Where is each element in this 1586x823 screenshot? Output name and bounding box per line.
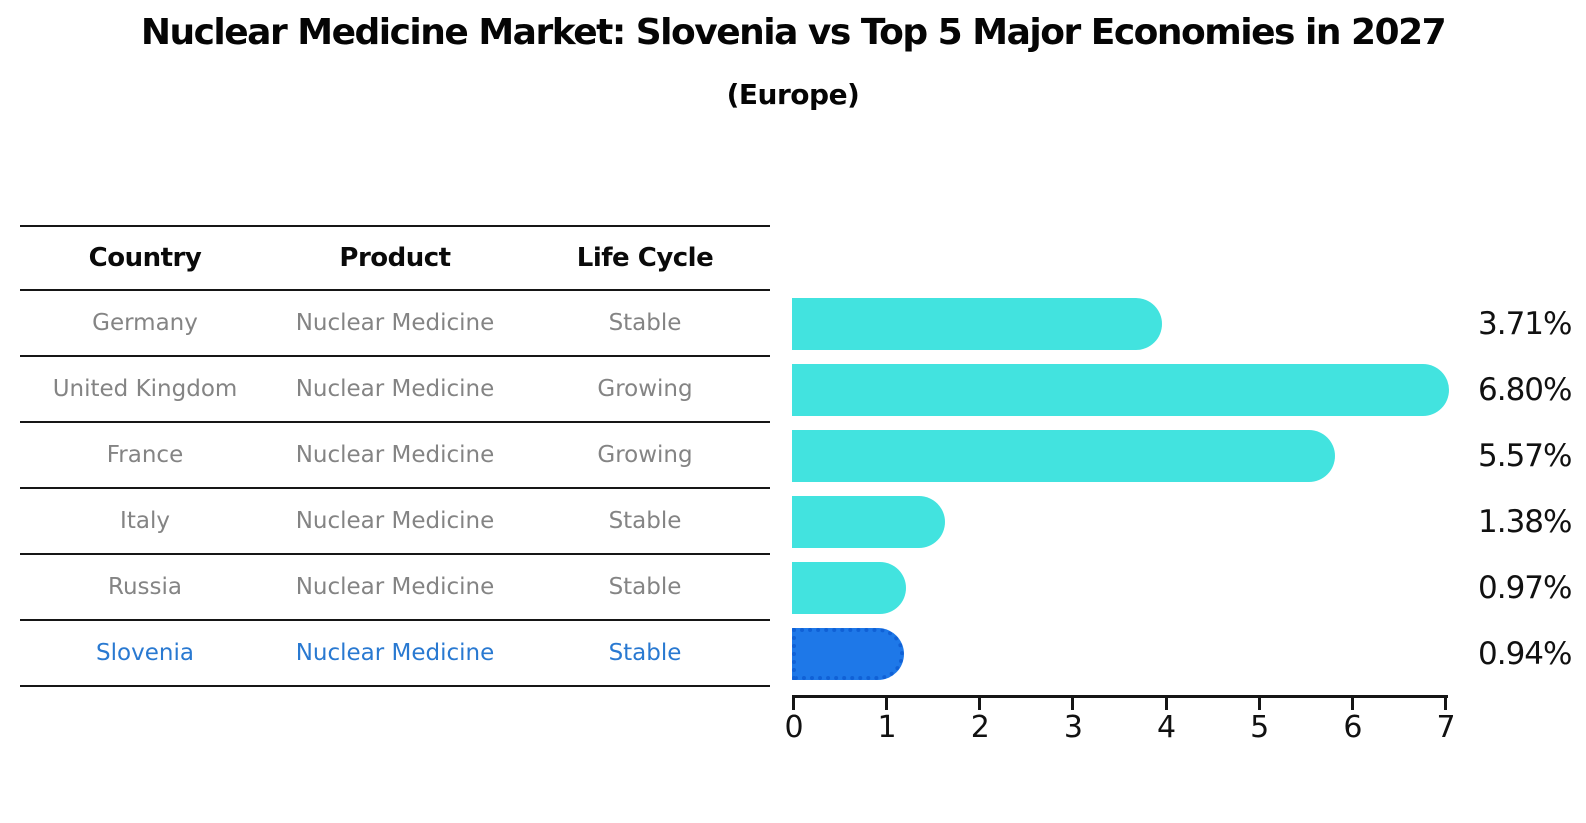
table-row-russia: Russia Nuclear Medicine Stable: [20, 555, 770, 621]
x-tick-label: 2: [970, 710, 990, 745]
x-tick-label: 1: [877, 710, 897, 745]
bar-row-slovenia: [792, 621, 1446, 687]
table-cell-product: Nuclear Medicine: [295, 310, 495, 336]
x-tick-label: 7: [1436, 710, 1455, 745]
table-cell-life-cycle: Growing: [597, 442, 693, 468]
table-cell-country: Germany: [92, 310, 198, 336]
table-row-italy: Italy Nuclear Medicine Stable: [20, 489, 770, 555]
bar-slovenia: [792, 628, 904, 680]
table-cell-product: Nuclear Medicine: [295, 640, 495, 666]
value-label-germany: 3.71%: [1478, 306, 1572, 342]
bar-germany: [792, 298, 1162, 350]
table-cell-life-cycle: Stable: [608, 508, 682, 534]
table-cell-product: Nuclear Medicine: [295, 442, 495, 468]
bar-row-italy: [792, 489, 1446, 555]
chart-subtitle: (Europe): [726, 78, 860, 111]
table-cell-country: Italy: [120, 508, 170, 534]
x-tick: [1444, 698, 1447, 710]
table-row-france: France Nuclear Medicine Growing: [20, 423, 770, 489]
value-label-russia: 0.97%: [1478, 570, 1572, 606]
table-body: Germany Nuclear Medicine Stable United King…: [20, 291, 770, 687]
table-row-slovenia: Slovenia Nuclear Medicine Stable: [20, 621, 770, 687]
bar-italy: [792, 496, 945, 548]
table-cell-country: France: [106, 442, 184, 468]
table-cell-country: Slovenia: [96, 640, 194, 666]
bar-row-russia: [792, 555, 1446, 621]
value-label-france: 5.57%: [1478, 438, 1572, 474]
value-label-slovenia: 0.94%: [1478, 636, 1572, 672]
x-tick-label: 4: [1157, 710, 1176, 745]
table-cell-country: Russia: [108, 574, 182, 600]
table-cell-product: Nuclear Medicine: [295, 574, 495, 600]
x-tick: [792, 698, 795, 710]
table-row-germany: Germany Nuclear Medicine Stable: [20, 291, 770, 357]
table-cell-life-cycle: Stable: [608, 640, 682, 666]
x-tick-label: 5: [1250, 710, 1269, 745]
bar-france: [792, 430, 1335, 482]
x-tick: [1071, 698, 1075, 710]
bar-row-germany: [792, 291, 1446, 357]
table-cell-product: Nuclear Medicine: [295, 508, 495, 534]
bar-united-kingdom: [792, 364, 1450, 416]
table-cell-life-cycle: Growing: [597, 376, 693, 402]
value-label-united-kingdom: 6.80%: [1478, 372, 1572, 408]
x-tick-label: 3: [1063, 710, 1083, 745]
bar-row-france: [792, 423, 1446, 489]
x-tick-label: 0: [784, 710, 803, 745]
country-table: Country Product Life Cycle Germany Nuclea…: [20, 225, 770, 687]
table-cell-life-cycle: Stable: [608, 310, 682, 336]
table-header-row: Country Product Life Cycle: [20, 225, 770, 291]
x-tick: [885, 698, 889, 710]
table-header-life-cycle: Life Cycle: [576, 243, 714, 273]
table-cell-product: Nuclear Medicine: [295, 376, 495, 402]
chart-title: Nuclear Medicine Market: Slovenia vs Top…: [140, 12, 1447, 53]
table-row-united-kingdom: United Kingdom Nuclear Medicine Growing: [20, 357, 770, 423]
table-header-product: Product: [339, 243, 451, 273]
bar-chart-plot-area: [792, 291, 1450, 687]
x-tick: [1164, 698, 1168, 710]
value-label-italy: 1.38%: [1478, 504, 1572, 540]
table-header-country: Country: [88, 243, 202, 273]
bar-row-united-kingdom: [792, 357, 1450, 423]
x-tick: [1350, 698, 1354, 710]
x-tick-label: 6: [1343, 710, 1362, 745]
x-tick: [1257, 698, 1261, 710]
table-cell-life-cycle: Stable: [608, 574, 682, 600]
x-axis: 0 1 2 3 4 5 6 7: [784, 695, 1456, 745]
x-tick: [978, 698, 982, 710]
table-cell-country: United Kingdom: [52, 376, 238, 402]
bar-russia: [792, 562, 907, 614]
